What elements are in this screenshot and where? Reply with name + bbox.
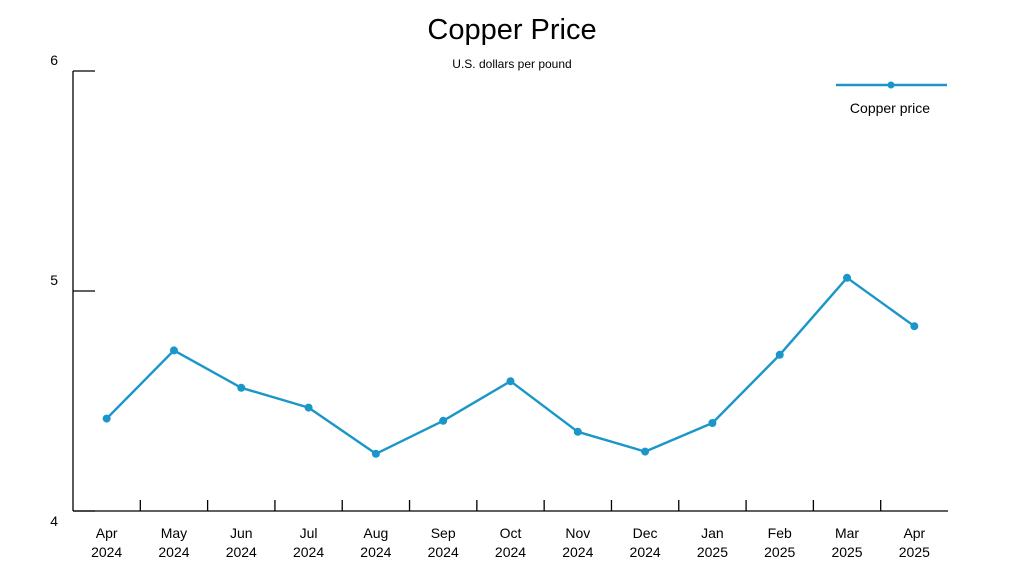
x-tick-label-month: Apr	[903, 525, 925, 541]
data-point	[102, 414, 111, 423]
x-tick-label-month: Feb	[768, 525, 792, 541]
data-point	[304, 403, 313, 412]
axes: 4 5 6 Apr 2024 May 2024 Jun 2024 Jul 2024 Aug 2024 Se…	[50, 52, 948, 560]
x-tick-label-month: May	[161, 525, 187, 541]
x-tick-label-year: 2024	[428, 544, 459, 560]
x-tick-label-year: 2025	[831, 544, 862, 560]
x-tick-label-month: Apr	[96, 525, 118, 541]
x-tick-label-month: Jan	[701, 525, 724, 541]
x-tick-label-month: Dec	[633, 525, 658, 541]
x-tick-label-year: 2025	[764, 544, 795, 560]
x-tick-label-year: 2024	[360, 544, 391, 560]
legend-marker	[887, 81, 895, 89]
chart-title: Copper Price	[427, 14, 597, 46]
chart-subtitle: U.S. dollars per pound	[452, 57, 572, 71]
x-tick-label-month: Mar	[835, 525, 859, 541]
data-point	[371, 449, 380, 458]
x-tick-label-month: Jul	[300, 525, 318, 541]
x-tick-label-year: 2024	[158, 544, 189, 560]
x-tick-label-month: Oct	[500, 525, 522, 541]
legend-label: Copper price	[850, 100, 930, 116]
y-tick-label: 5	[50, 272, 58, 288]
y-tick-label: 4	[50, 513, 58, 529]
x-tick-label-month: Nov	[565, 525, 590, 541]
x-tick-label-year: 2024	[562, 544, 593, 560]
x-tick-label-year: 2024	[293, 544, 324, 560]
x-tick-label-year: 2024	[226, 544, 257, 560]
data-point	[641, 447, 650, 456]
data-point	[237, 383, 246, 392]
data-point	[169, 346, 178, 355]
data-point	[506, 377, 515, 386]
data-point	[439, 416, 448, 425]
data-point	[843, 273, 852, 282]
x-tick-label-month: Aug	[363, 525, 388, 541]
x-tick-label-year: 2024	[91, 544, 122, 560]
data-point	[910, 322, 919, 331]
data-point	[708, 419, 717, 427]
series-layer	[102, 273, 919, 458]
y-tick-label: 6	[50, 52, 58, 68]
data-point	[775, 350, 784, 359]
data-point	[573, 427, 582, 436]
legend: Copper price	[836, 81, 947, 116]
series-line	[105, 276, 916, 455]
x-tick-label-year: 2025	[899, 544, 930, 560]
x-tick-label-year: 2024	[630, 544, 661, 560]
x-tick-label-year: 2025	[697, 544, 728, 560]
x-tick-label-year: 2024	[495, 544, 526, 560]
x-tick-label-month: Jun	[230, 525, 253, 541]
x-tick-label-month: Sep	[431, 525, 456, 541]
